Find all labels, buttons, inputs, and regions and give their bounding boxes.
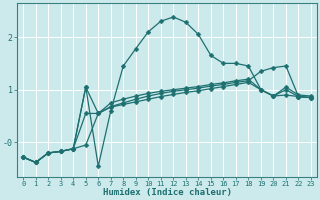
- X-axis label: Humidex (Indice chaleur): Humidex (Indice chaleur): [103, 188, 232, 197]
